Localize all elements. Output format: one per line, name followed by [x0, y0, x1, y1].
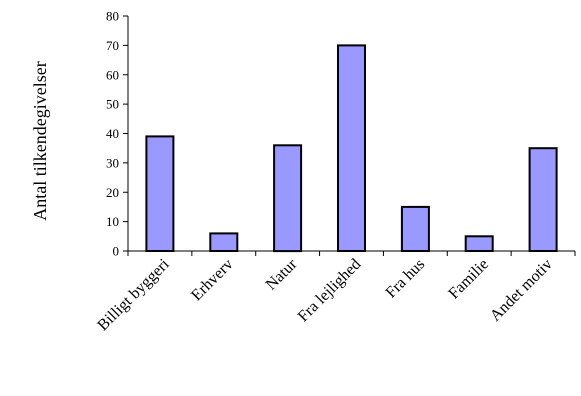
y-axis-title: Antal tilkendegivelser: [30, 61, 50, 220]
x-category-label: Fra lejlighed: [295, 256, 365, 326]
y-tick-label: 40: [106, 126, 119, 141]
bar-erhverv: [209, 232, 239, 252]
x-category-label: Fra hus: [383, 256, 429, 302]
y-tick-label: 70: [106, 38, 119, 53]
x-category-label: Andet motiv: [487, 256, 556, 325]
x-category-label: Natur: [263, 255, 301, 293]
bar-fra-lejlighed: [337, 44, 366, 253]
bar-familie: [464, 235, 494, 253]
y-tick-label: 30: [106, 155, 119, 170]
x-category-label: Familie: [445, 256, 492, 303]
x-category-label: Billigt byggeri: [94, 255, 173, 334]
y-tick-label: 0: [113, 244, 120, 259]
y-ticks-group: 0 10 20 30 40 50 60 70 80: [106, 9, 128, 259]
y-tick-label: 10: [106, 214, 119, 229]
bars-group: [145, 44, 558, 253]
y-tick-label: 20: [106, 185, 119, 200]
bar-billigt-byggeri: [145, 135, 175, 252]
x-category-label: Erhverv: [188, 256, 236, 304]
bar-natur: [273, 144, 303, 253]
bar-andet-motiv: [528, 147, 558, 252]
y-tick-label: 50: [106, 97, 119, 112]
y-tick-label: 60: [106, 67, 119, 82]
bar-fra-hus: [400, 205, 430, 252]
y-tick-label: 80: [106, 9, 119, 24]
